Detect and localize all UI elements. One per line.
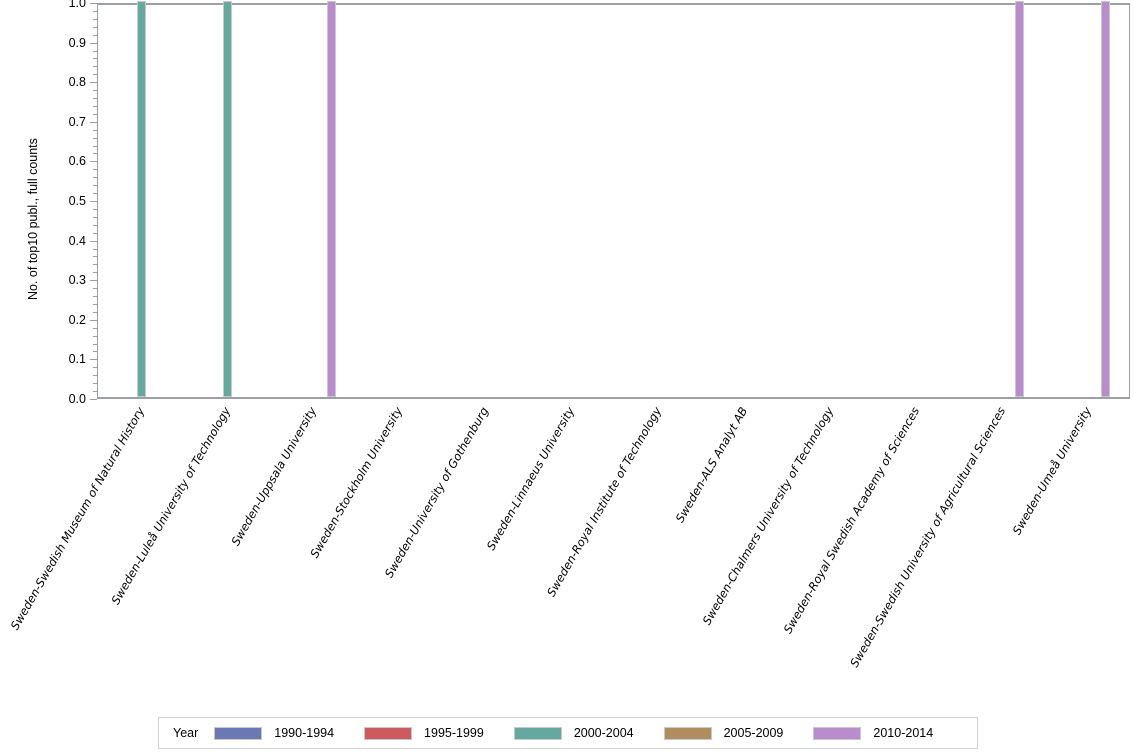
y-minor-tick-mark bbox=[93, 216, 97, 218]
y-minor-tick-mark bbox=[93, 232, 97, 234]
legend: Year 1990-1994 1995-1999 2000-2004 2005-200… bbox=[158, 717, 978, 749]
y-minor-tick-mark bbox=[93, 351, 97, 353]
y-minor-tick-mark bbox=[93, 272, 97, 274]
y-tick-mark bbox=[90, 201, 97, 202]
x-axis-labels: Sweden-Swedish Museum of Natural History… bbox=[0, 0, 1134, 670]
legend-entry[interactable]: 2005-2009 bbox=[663, 726, 814, 740]
y-minor-tick-mark bbox=[93, 66, 97, 68]
y-minor-tick-mark bbox=[93, 74, 97, 76]
y-tick-label: 0.9 bbox=[68, 35, 86, 50]
y-tick-mark bbox=[90, 82, 97, 84]
y-minor-tick-mark bbox=[93, 113, 97, 115]
legend-entry[interactable]: 1995-1999 bbox=[364, 726, 514, 740]
y-minor-tick-mark bbox=[93, 50, 97, 52]
y-tick-label: 0.1 bbox=[68, 352, 86, 367]
y-minor-tick-mark bbox=[93, 383, 97, 385]
legend-entry-label: 1995-1999 bbox=[424, 726, 484, 740]
legend-entry-label: 2000-2004 bbox=[573, 726, 634, 740]
y-minor-tick-mark bbox=[93, 177, 97, 179]
y-minor-tick-mark bbox=[93, 10, 97, 12]
legend-entry[interactable]: 1990-1994 bbox=[214, 726, 364, 740]
y-tick-label: 0.4 bbox=[68, 233, 86, 248]
y-minor-tick-mark bbox=[93, 153, 97, 155]
y-minor-tick-mark bbox=[93, 375, 97, 377]
y-tick-mark bbox=[90, 319, 97, 321]
bar bbox=[222, 1, 232, 397]
y-tick-label: 0.0 bbox=[68, 392, 86, 406]
legend-entry-label: 2005-2009 bbox=[723, 726, 784, 740]
y-tick-label: 0.5 bbox=[68, 194, 86, 208]
x-axis-category-label: Sweden-Umeå University bbox=[1009, 404, 1095, 538]
x-axis-category-label: Sweden-ALS Analyt AB bbox=[672, 404, 750, 525]
x-axis-category-label: Sweden-Linnaeus University bbox=[484, 404, 578, 553]
legend-entries: 1990-1994 1995-1999 2000-2004 2005-2009 2010… bbox=[214, 726, 933, 740]
y-tick-mark bbox=[90, 399, 97, 400]
y-minor-tick-mark bbox=[93, 137, 97, 139]
legend-color-swatch bbox=[214, 726, 263, 740]
y-minor-tick-mark bbox=[93, 193, 97, 195]
y-tick-label: 1.0 bbox=[68, 0, 86, 10]
y-minor-tick-mark bbox=[93, 296, 97, 298]
legend-color-swatch bbox=[813, 726, 862, 740]
y-tick-mark bbox=[90, 161, 97, 163]
y-tick-mark bbox=[90, 121, 97, 123]
bar bbox=[326, 1, 336, 397]
y-tick-mark bbox=[90, 42, 97, 44]
x-axis-category-label: Sweden-University of Gothenburg bbox=[382, 404, 492, 581]
legend-entry[interactable]: 2010-2014 bbox=[813, 726, 933, 740]
x-axis-category-label: Sweden-Swedish University of Agricultura… bbox=[846, 404, 1009, 670]
y-tick-label: 0.8 bbox=[68, 75, 86, 90]
y-minor-tick-mark bbox=[93, 34, 97, 36]
bar bbox=[1101, 1, 1111, 397]
x-axis-category-label: Sweden-Uppsala University bbox=[228, 404, 320, 548]
bars-layer bbox=[98, 1, 1129, 397]
x-axis-category-label: Sweden-Royal Swedish Academy of Sciences bbox=[780, 404, 923, 636]
y-minor-tick-mark bbox=[93, 18, 97, 20]
y-minor-tick-mark bbox=[93, 335, 97, 337]
y-minor-tick-mark bbox=[93, 208, 97, 210]
y-minor-tick-mark bbox=[93, 327, 97, 329]
y-minor-tick-mark bbox=[93, 145, 97, 147]
y-minor-tick-mark bbox=[93, 288, 97, 290]
y-tick-mark bbox=[90, 240, 97, 242]
legend-entry[interactable]: 2000-2004 bbox=[513, 726, 664, 740]
y-tick-mark bbox=[90, 359, 97, 361]
y-minor-tick-mark bbox=[93, 185, 97, 187]
y-tick-label: 0.3 bbox=[68, 273, 86, 288]
y-tick-label: 0.7 bbox=[68, 114, 86, 129]
y-minor-tick-mark bbox=[93, 58, 97, 60]
y-minor-tick-mark bbox=[93, 367, 97, 369]
legend-color-swatch bbox=[663, 726, 712, 740]
y-minor-tick-mark bbox=[93, 26, 97, 28]
y-minor-tick-mark bbox=[93, 90, 97, 92]
bar bbox=[1015, 1, 1025, 397]
y-tick-label: 0.2 bbox=[68, 312, 86, 327]
plot-area bbox=[97, 1, 1130, 399]
legend-title: Year bbox=[173, 726, 199, 740]
y-minor-tick-mark bbox=[93, 264, 97, 266]
y-minor-tick-mark bbox=[93, 169, 97, 171]
x-axis-category-label: Sweden-Swedish Museum of Natural History bbox=[7, 404, 148, 633]
legend-color-swatch bbox=[364, 726, 413, 740]
y-minor-tick-mark bbox=[93, 224, 97, 226]
y-minor-tick-mark bbox=[93, 105, 97, 107]
y-tick-label: 0.6 bbox=[68, 154, 86, 169]
legend-entry-label: 1990-1994 bbox=[274, 726, 335, 740]
bar bbox=[136, 1, 146, 397]
y-axis-ticks: 0.0 0.1 0.2 0.3 0.4 0.5 0.6 0.7 0.8 0.9 1.0 bbox=[0, 0, 97, 406]
y-minor-tick-mark bbox=[93, 311, 97, 313]
y-minor-tick-mark bbox=[93, 391, 97, 393]
y-minor-tick-mark bbox=[93, 256, 97, 258]
y-minor-tick-mark bbox=[93, 248, 97, 250]
y-tick-mark bbox=[90, 3, 97, 4]
legend-entry-label: 2010-2014 bbox=[873, 726, 934, 740]
legend-color-swatch bbox=[513, 726, 562, 740]
y-minor-tick-mark bbox=[93, 303, 97, 305]
y-minor-tick-mark bbox=[93, 343, 97, 345]
x-axis-category-label: Sweden-Stockholm University bbox=[307, 404, 406, 561]
y-minor-tick-mark bbox=[93, 129, 97, 131]
y-tick-mark bbox=[90, 280, 97, 282]
y-minor-tick-mark bbox=[93, 98, 97, 100]
